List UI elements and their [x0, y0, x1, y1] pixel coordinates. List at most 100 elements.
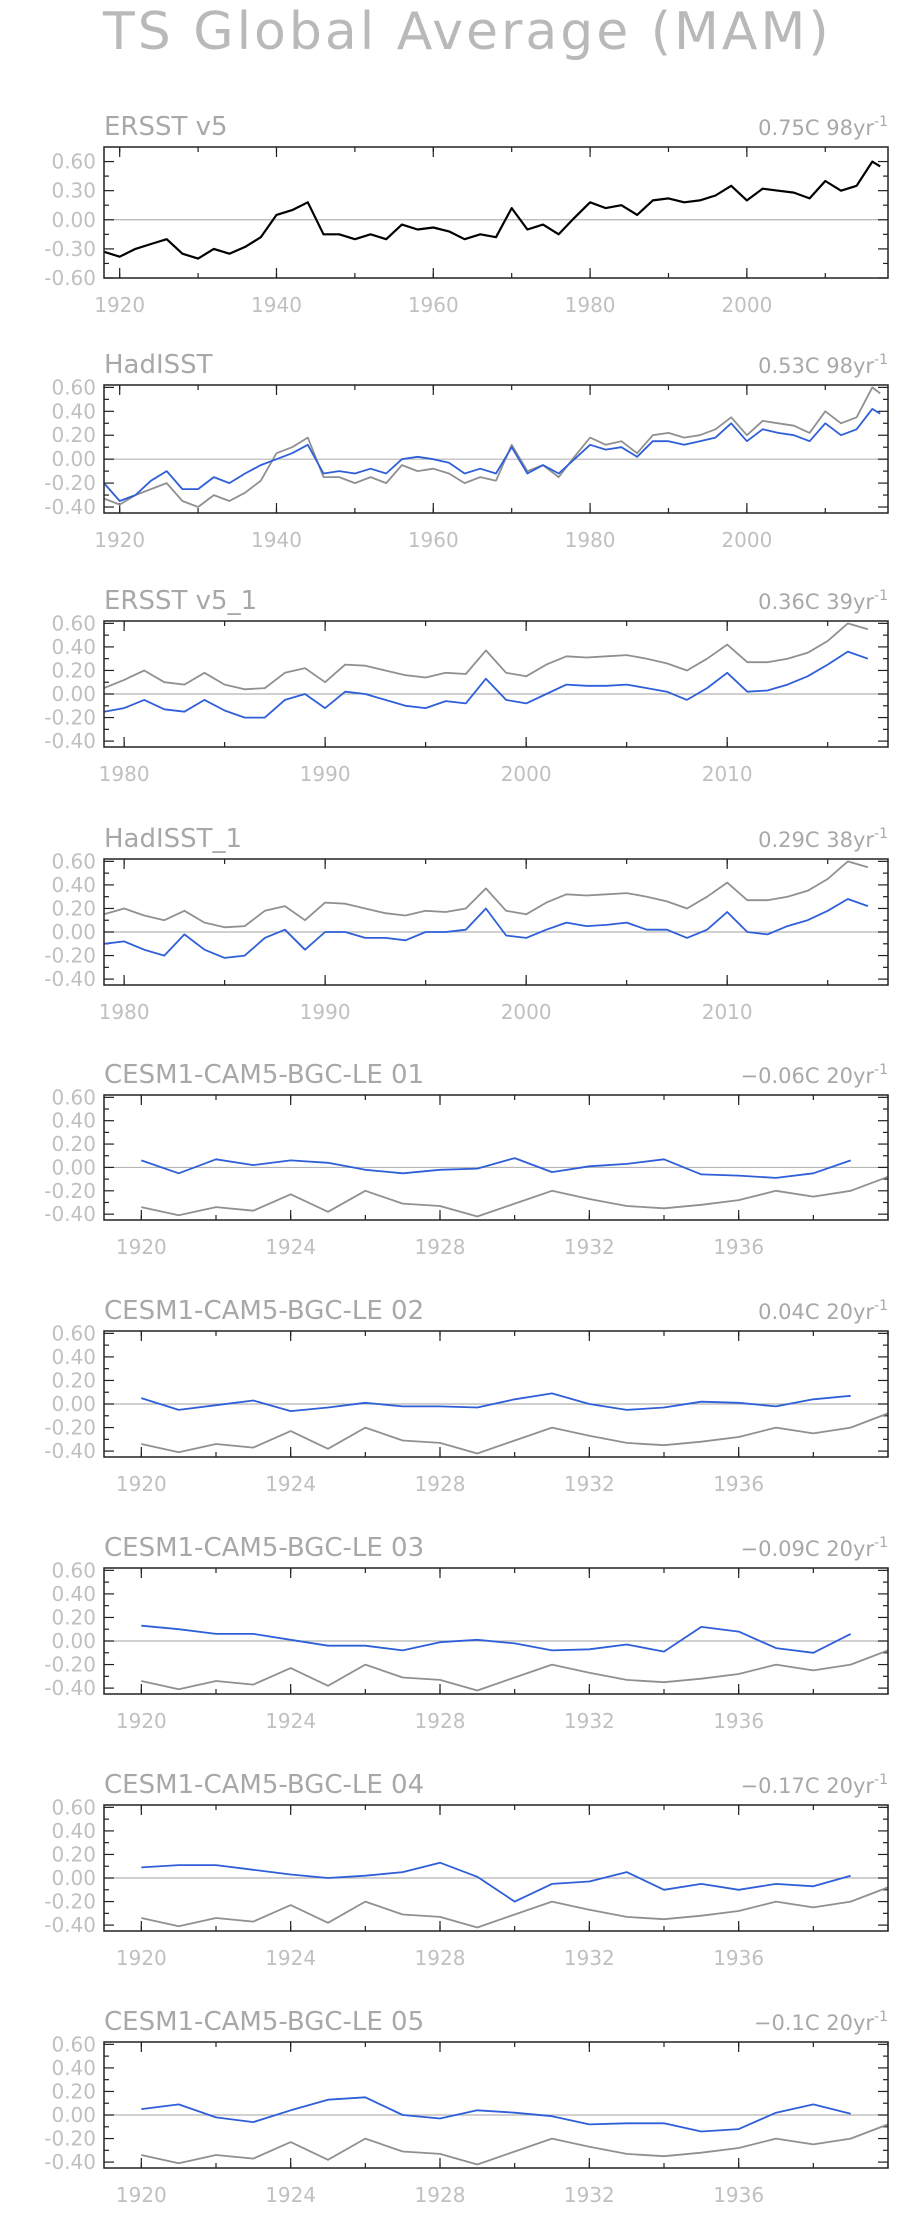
x-tick-label: 1924 [265, 2183, 316, 2207]
y-tick-label: 0.60 [51, 849, 96, 873]
x-tick-label: 2010 [702, 1000, 753, 1024]
y-tick-label: 0.40 [51, 1109, 96, 1133]
y-tick-label: -0.40 [44, 2150, 96, 2174]
plot-frame [103, 1567, 889, 1695]
trend-value: 0.04C 20yr [758, 1300, 874, 1324]
trend-exponent: -1 [874, 826, 888, 842]
trend-value: −0.09C 20yr [741, 1537, 875, 1561]
y-tick-label: 0.40 [51, 1582, 96, 1606]
y-tick-label: 0.20 [51, 1605, 96, 1629]
x-tick-label: 2010 [702, 762, 753, 786]
y-tick-label: 0.20 [51, 658, 96, 682]
y-tick-label: 0.20 [51, 423, 96, 447]
panel-title: CESM1-CAM5-BGC-LE 04 [104, 1770, 424, 1800]
x-tick-label: 1936 [713, 1235, 764, 1259]
y-tick-label: -0.20 [44, 1653, 96, 1677]
trend-value: 0.75C 98yr [758, 116, 874, 140]
y-tick-label: 0.40 [51, 2056, 96, 2080]
y-tick-label: 0.00 [51, 2103, 96, 2127]
series-line-2 [103, 407, 881, 502]
y-tick-label: -0.20 [44, 1179, 96, 1203]
trend-label: 0.29C 38yr-1 [758, 826, 888, 852]
trend-label: −0.1C 20yr-1 [754, 2009, 888, 2035]
trend-label: 0.36C 39yr-1 [758, 588, 888, 614]
series-line-2 [141, 1392, 851, 1412]
y-tick-label: 0.00 [51, 1392, 96, 1416]
trend-value: 0.53C 98yr [758, 354, 874, 378]
trend-exponent: -1 [874, 1535, 888, 1551]
x-tick-label: 1920 [116, 1946, 167, 1970]
x-tick-label: 2000 [721, 293, 772, 317]
y-tick-label: 0.40 [51, 873, 96, 897]
trend-label: 0.53C 98yr-1 [758, 352, 888, 378]
panel-2: HadISST 0.53C 98yr-1 -0.40-0.200.000.200.4… [44, 350, 889, 552]
y-tick-label: -0.20 [44, 2127, 96, 2151]
series-line-1 [141, 1649, 889, 1692]
panel-title: CESM1-CAM5-BGC-LE 05 [104, 2007, 424, 2037]
y-tick-label: 0.60 [51, 1558, 96, 1582]
x-tick-label: 2000 [721, 528, 772, 552]
x-tick-label: 1932 [564, 1472, 615, 1496]
trend-exponent: -1 [874, 1772, 888, 1788]
x-tick-label: 1940 [251, 293, 302, 317]
panel-8: CESM1-CAM5-BGC-LE 04 −0.17C 20yr-1 -0.40-0… [44, 1770, 889, 1970]
x-tick-label: 1920 [94, 293, 145, 317]
plot-frame [103, 620, 889, 748]
x-tick-label: 1924 [265, 1472, 316, 1496]
plot-frame [103, 2041, 889, 2169]
y-tick-label: -0.20 [44, 1890, 96, 1914]
series-line-1 [103, 386, 881, 508]
y-tick-label: -0.60 [44, 266, 96, 290]
x-tick-label: 1928 [415, 1472, 466, 1496]
trend-label: −0.06C 20yr-1 [741, 1062, 888, 1088]
panel-title: CESM1-CAM5-BGC-LE 02 [104, 1296, 424, 1326]
trend-label: −0.09C 20yr-1 [741, 1535, 888, 1561]
y-tick-label: 0.00 [51, 682, 96, 706]
y-tick-label: 0.60 [51, 1085, 96, 1109]
panel-5: CESM1-CAM5-BGC-LE 01 −0.06C 20yr-1 -0.40-0… [44, 1060, 889, 1259]
x-tick-label: 1920 [116, 1235, 167, 1259]
y-tick-label: 0.30 [51, 179, 96, 203]
y-tick-label: 0.60 [51, 375, 96, 399]
x-tick-label: 1928 [415, 1709, 466, 1733]
trend-exponent: -1 [874, 352, 888, 368]
plot-frame [103, 384, 889, 514]
x-tick-label: 1980 [99, 762, 150, 786]
panel-title: ERSST v5_1 [104, 586, 257, 616]
x-tick-label: 1920 [116, 1709, 167, 1733]
series-line-2 [103, 650, 869, 719]
y-tick-label: 0.20 [51, 896, 96, 920]
series-line-1 [141, 2123, 889, 2166]
series-line-2 [141, 1861, 851, 1903]
plot-frame [103, 1094, 889, 1221]
series-line-2 [141, 2096, 851, 2133]
x-tick-label: 1924 [265, 1709, 316, 1733]
y-tick-label: -0.20 [44, 706, 96, 730]
plot-frame [103, 1330, 889, 1458]
panel-3: ERSST v5_1 0.36C 39yr-1 -0.40-0.200.000.20… [44, 586, 889, 786]
page-title: TS Global Average (MAM) [103, 2, 832, 62]
x-tick-label: 1940 [251, 528, 302, 552]
y-tick-label: 0.00 [51, 1155, 96, 1179]
series-line-1 [103, 160, 881, 260]
x-tick-label: 1960 [408, 293, 459, 317]
trend-label: −0.17C 20yr-1 [741, 1772, 888, 1798]
panel-1: ERSST v5 0.75C 98yr-1 -0.60 -0.30 0.00 0.30 0.… [44, 112, 889, 317]
x-tick-label: 1960 [408, 528, 459, 552]
x-tick-label: 1990 [300, 762, 351, 786]
panel-title: CESM1-CAM5-BGC-LE 01 [104, 1060, 424, 1090]
series-line-2 [103, 898, 869, 959]
trend-exponent: -1 [874, 588, 888, 604]
x-tick-label: 1924 [265, 1946, 316, 1970]
series-line-1 [103, 622, 869, 691]
x-tick-label: 1936 [713, 1946, 764, 1970]
panel-4: HadISST_1 0.29C 38yr-1-0.40-0.200.000.200… [44, 824, 889, 1024]
series-line-2 [141, 1624, 852, 1654]
x-tick-label: 1980 [565, 293, 616, 317]
plot-frame [103, 146, 889, 279]
trend-value: 0.29C 38yr [758, 828, 874, 852]
y-tick-label: 0.60 [51, 1321, 96, 1345]
y-tick-label: -0.20 [44, 1416, 96, 1440]
x-tick-label: 1932 [564, 1709, 615, 1733]
y-tick-label: 0.20 [51, 1842, 96, 1866]
